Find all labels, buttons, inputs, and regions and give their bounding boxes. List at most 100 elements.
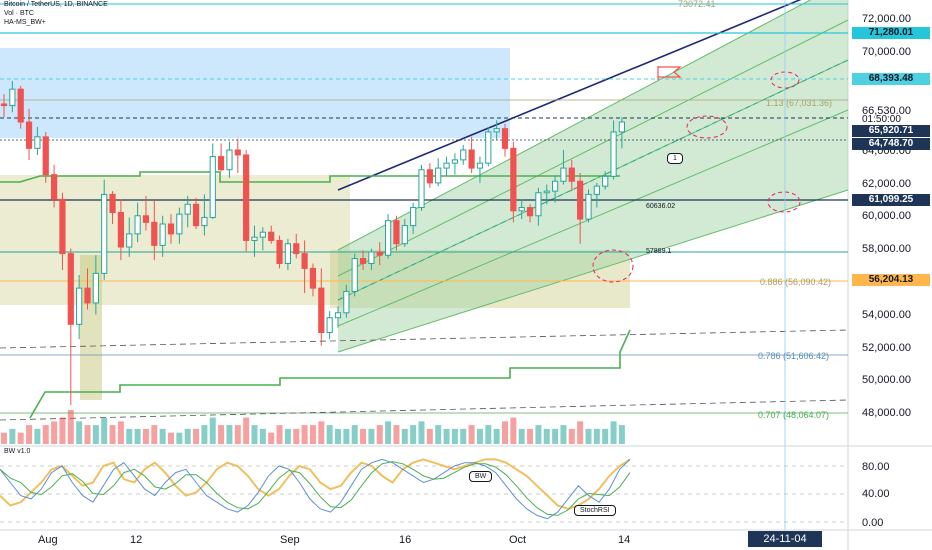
bar-countdown: 01:50:00 — [862, 114, 901, 125]
volume-indicator-label[interactable]: Vol · BTC — [4, 10, 34, 17]
dashed-trend-1 — [0, 329, 849, 349]
price-tick: 70,000.00 — [862, 46, 911, 58]
volume-bar — [168, 432, 174, 444]
candle-body — [42, 136, 49, 176]
candle-body — [9, 88, 16, 107]
bw-callout[interactable]: BW — [469, 471, 493, 482]
price-tag-56204[interactable]: 56,204.13 — [852, 274, 930, 286]
candle-body — [318, 287, 325, 334]
price-tag-71280[interactable]: 71,280.01 — [852, 27, 930, 39]
candle-body — [243, 154, 250, 241]
price-tick: 54,000.00 — [862, 309, 911, 321]
channel-line-3 — [337, 109, 849, 327]
candle-body — [552, 180, 559, 192]
candle-body — [142, 215, 150, 223]
fib-label-0-786: 0.786 (51,606.42) — [758, 351, 830, 361]
volume-bar — [485, 425, 492, 444]
volume-bar — [451, 428, 458, 444]
bw-indicator-label[interactable]: BW v1.0 — [4, 448, 31, 455]
candle-body — [610, 131, 617, 177]
volume-bar — [176, 432, 183, 444]
flag-marker — [657, 66, 682, 80]
time-tick: Aug — [38, 534, 58, 546]
dashed-trend-2 — [0, 399, 849, 421]
volume-bar — [510, 417, 517, 444]
osc-tick: 0.00 — [862, 517, 884, 529]
candle-body — [251, 236, 258, 241]
channel-line-4 — [337, 189, 849, 353]
volume-bar — [418, 421, 425, 444]
step-line-lower — [29, 329, 631, 419]
candle-body — [326, 317, 333, 334]
candle-body — [418, 169, 425, 209]
volume-bar — [360, 428, 367, 444]
candle-body — [276, 239, 283, 264]
volume-bar — [385, 421, 392, 444]
price-tick: 48,000.00 — [862, 407, 911, 419]
candle-body — [76, 287, 83, 325]
stochrsi-callout[interactable]: StochRSI — [574, 505, 616, 516]
channel-line-1 — [337, 19, 849, 277]
volume-bar — [502, 421, 508, 444]
volume-bar — [476, 428, 483, 444]
volume-bar — [610, 421, 617, 444]
price-tick: 62,000.00 — [862, 178, 911, 190]
volume-bar — [618, 425, 625, 444]
candle-body — [376, 251, 383, 256]
cursor-date-label: 24-11-04 — [748, 531, 822, 547]
price-tag-64748[interactable]: 64,748.70 — [852, 138, 930, 150]
candle-body — [293, 243, 300, 255]
candle-body — [159, 223, 166, 246]
blue-zone — [0, 48, 510, 138]
candle-body — [84, 287, 91, 304]
volume-bar — [426, 428, 433, 444]
candle-body — [301, 253, 308, 269]
volume-bar — [142, 428, 149, 444]
volume-bar — [92, 425, 99, 444]
candle-body — [501, 128, 509, 149]
fib-label-0-886: 0.886 (56,090.42) — [760, 277, 832, 287]
volume-bar — [293, 428, 300, 444]
callout-1[interactable]: 1 — [667, 153, 683, 164]
trend-line-upper — [337, 0, 802, 191]
time-tick: 12 — [130, 534, 143, 546]
candle-body — [201, 216, 208, 227]
candle-body — [226, 149, 233, 171]
bw-line — [0, 458, 631, 510]
volume-bar — [326, 425, 333, 444]
volume-bar — [443, 428, 450, 444]
candle-body — [109, 193, 116, 213]
volume-bar — [209, 417, 216, 444]
volume-bar — [460, 428, 467, 444]
volume-bar — [343, 428, 350, 444]
time-tick: Sep — [280, 534, 300, 546]
candle-body — [593, 185, 600, 195]
candle-body — [167, 223, 175, 235]
volume-bar — [159, 428, 166, 444]
price-tick: 50,000.00 — [862, 374, 911, 386]
volume-bar — [117, 421, 124, 444]
volume-bar — [376, 425, 383, 444]
candle-body — [176, 213, 183, 235]
candle-body — [493, 128, 500, 133]
volume-bar — [101, 417, 108, 444]
price-tick: 52,000.00 — [862, 342, 911, 354]
price-tag-65920[interactable]: 65,920.71 — [852, 125, 930, 137]
candle-body — [577, 180, 584, 220]
candle-body — [34, 136, 41, 149]
candle-body — [435, 167, 442, 184]
volume-bar — [26, 425, 33, 444]
symbol-title: Bitcoin / TetherUS, 1D, BINANCE — [4, 1, 108, 8]
volume-bar — [401, 428, 408, 444]
price-tag-68393[interactable]: 68,393.48 — [852, 73, 930, 85]
candle-body — [543, 190, 550, 194]
candle-body — [385, 220, 392, 256]
candle-body — [151, 221, 158, 246]
volume-bar — [109, 425, 116, 444]
price-tag-61099[interactable]: 61,099.25 — [852, 194, 930, 206]
volume-bar — [134, 428, 141, 444]
ha-ms-indicator-label[interactable]: HA-MS_BW+ — [4, 19, 46, 26]
price-tick: 60,000.00 — [862, 210, 911, 222]
volume-bar — [67, 410, 74, 444]
